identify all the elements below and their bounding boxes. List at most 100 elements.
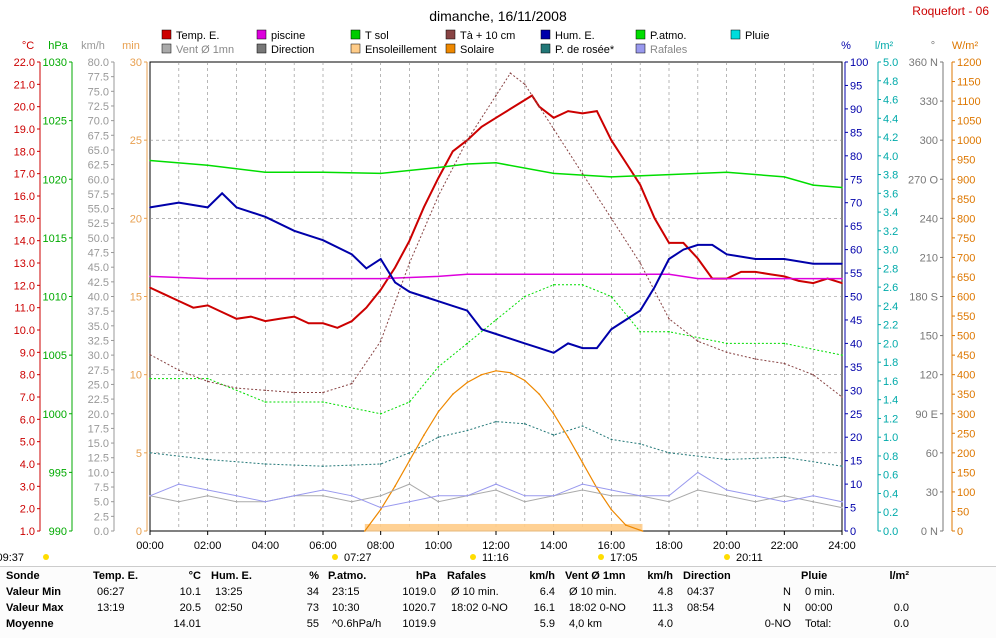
data-point	[725, 342, 728, 345]
data-point	[812, 282, 814, 284]
table-cell-value: 0-NO	[764, 618, 791, 630]
rain-axis-tick-label: 3.0	[883, 245, 898, 257]
data-point	[495, 333, 497, 335]
data-point	[192, 306, 195, 309]
legend-label: Vent Ø 1mn	[176, 44, 234, 56]
data-point	[625, 319, 627, 321]
data-point	[812, 262, 814, 265]
data-point	[596, 110, 598, 112]
series-solaire	[364, 370, 643, 532]
data-point	[149, 452, 151, 454]
table-cell-time: Ø 10 min.	[451, 586, 499, 598]
sun-moon-markers: 09:37 07:27 11:16 17:05 20:11	[0, 552, 763, 564]
data-point	[293, 391, 296, 394]
data-point	[394, 266, 396, 269]
data-point	[725, 351, 728, 354]
solar-axis-tick-label: 150	[957, 467, 975, 479]
legend-label: Ensoleillement	[365, 44, 437, 56]
table-row: 4,0 km 4.0	[565, 618, 677, 634]
solar-axis-tick-label: 1050	[957, 116, 981, 128]
table-cell-value: 11.3	[652, 602, 673, 614]
data-point	[437, 366, 440, 368]
wind-axis-tick-label: 22.5	[88, 394, 109, 406]
rain-axis-tick-label: 1.6	[883, 376, 898, 388]
x-tick-label: 02:00	[194, 540, 222, 552]
data-point	[379, 463, 382, 465]
data-point	[682, 248, 685, 251]
block-title: Rafales	[447, 570, 487, 582]
data-point	[581, 347, 584, 349]
data-point	[639, 330, 641, 333]
rain-axis-tick-label: 0.8	[883, 451, 898, 463]
solar-axis-tick-label: 650	[957, 272, 975, 284]
data-point	[379, 289, 382, 291]
data-point	[351, 320, 353, 322]
table-row: 18:02 0-NO 16.1	[447, 602, 559, 618]
data-point	[322, 391, 324, 394]
sun-marker	[724, 554, 730, 560]
data-point	[610, 217, 613, 220]
data-point	[754, 271, 757, 273]
label-sonde: Sonde	[6, 570, 40, 582]
solar-axis-tick-label: 1000	[957, 135, 981, 147]
data-point	[596, 347, 598, 349]
table-block-hum-e-: Hum. E.% 13:25 34 02:50 73 55	[211, 570, 323, 636]
data-point	[293, 315, 296, 318]
data-point	[610, 328, 613, 331]
legend-swatch	[161, 43, 172, 54]
data-point	[264, 463, 267, 465]
data-point	[754, 258, 757, 260]
data-point	[581, 425, 584, 427]
table-cell-value: 1020.7	[402, 602, 436, 614]
data-point	[783, 342, 786, 345]
legend-label: Temp. E.	[176, 30, 219, 42]
data-point	[754, 358, 757, 360]
pressure-axis-tick-label: 990	[49, 526, 67, 538]
row-labels: Sonde Valeur Min Valeur Max Moyenne	[6, 570, 86, 636]
table-cell-time: 13:19	[97, 602, 125, 614]
data-point	[740, 271, 742, 273]
data-point	[322, 322, 324, 325]
data-point	[639, 262, 641, 264]
data-point	[610, 273, 613, 276]
direction-axis-tick-label: 360 N	[909, 57, 938, 69]
direction-axis-tick-label: 270 O	[908, 174, 938, 186]
wind-axis-tick-label: 37.5	[88, 306, 109, 318]
weather-chart: dimanche, 16/11/2008 Roquefort - 06 Temp…	[0, 4, 989, 564]
series-p-de-ros-e-	[149, 421, 843, 467]
pressure-axis-tick-label: 1030	[43, 57, 67, 69]
data-point	[235, 206, 238, 209]
solar-axis-tick-label: 500	[957, 331, 975, 343]
table-row: 13:25 34	[211, 586, 323, 602]
temp-axis-tick-label: 17.0	[14, 169, 35, 181]
chart-axes: 1.0 2.0 3.0 4.0 5.0 6.0 7.0 8.0 9.0 10.0 11.0 12.0 1…	[14, 57, 982, 538]
solar-axis-tick-label: 100	[957, 487, 975, 499]
legend-label: Solaire	[460, 44, 494, 56]
minutes-axis-tick-label: 5	[136, 448, 142, 460]
table-cell-time: 00:00	[805, 602, 833, 614]
data-point	[408, 483, 411, 485]
rain-axis-tick-label: 4.2	[883, 132, 898, 144]
data-point	[322, 171, 324, 173]
rain-axis-tick-label: 2.8	[883, 263, 898, 275]
table-row: ^0.6hPa/h 1019.9	[328, 618, 440, 634]
data-point	[841, 282, 843, 284]
data-point	[610, 176, 613, 178]
data-point	[206, 380, 209, 383]
data-point	[408, 291, 411, 293]
table-cell-value: 0.0	[893, 618, 909, 630]
data-point	[524, 495, 526, 497]
axis-units: °C hPa km/h min% l/m² ° W/m²	[22, 40, 979, 52]
table-row: 0-NO	[683, 618, 795, 634]
table-cell-time: 4,0 km	[569, 618, 603, 630]
block-title: Direction	[683, 570, 731, 582]
axis-unit: hPa	[48, 40, 68, 52]
humidity-axis-tick-label: 60	[850, 245, 862, 257]
data-point	[206, 164, 209, 166]
x-tick-label: 14:00	[540, 540, 568, 552]
plot-area	[149, 72, 843, 532]
humidity-axis-tick-label: 75	[850, 174, 862, 186]
pressure-axis-tick-label: 1020	[43, 174, 67, 186]
label-max: Valeur Max	[6, 602, 64, 614]
humidity-axis-tick-label: 20	[850, 432, 862, 444]
